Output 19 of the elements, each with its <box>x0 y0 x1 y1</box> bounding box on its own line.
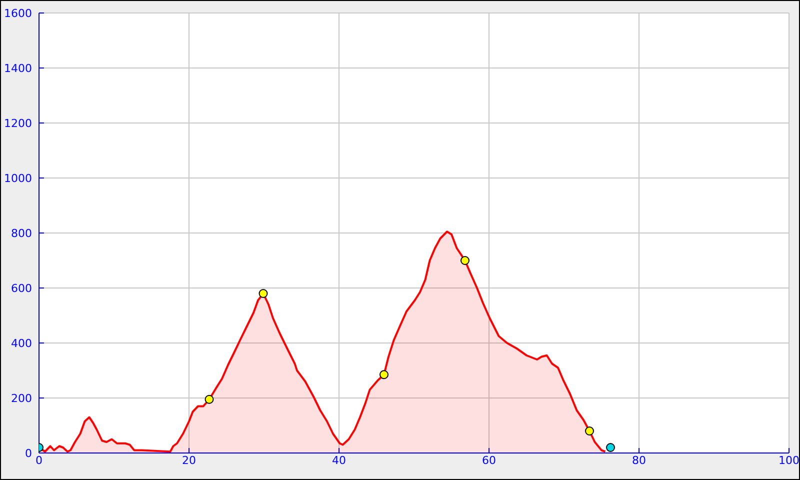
x-tick-label: 60 <box>482 454 496 467</box>
point <box>380 370 388 380</box>
point <box>258 289 268 298</box>
y-tick-label: 1200 <box>4 116 32 130</box>
x-tick-label: 80 <box>632 454 646 467</box>
point <box>204 394 214 404</box>
x-tick-label: 40 <box>332 454 346 467</box>
x-tick-label: 0 <box>36 454 42 467</box>
point <box>460 256 470 265</box>
y-tick-label: 400 <box>11 336 32 350</box>
point <box>585 426 594 436</box>
x-tick-label: 100 <box>778 454 800 467</box>
y-tick-label: 1000 <box>4 172 32 185</box>
y-tick-label: 1600 <box>4 6 32 20</box>
y-tick-label: 600 <box>11 282 32 295</box>
y-tick-label: 200 <box>11 392 32 405</box>
y-tick-label: 1400 <box>4 62 32 75</box>
x-tick-label: 20 <box>182 454 196 467</box>
y-tick-label: 800 <box>11 226 32 240</box>
